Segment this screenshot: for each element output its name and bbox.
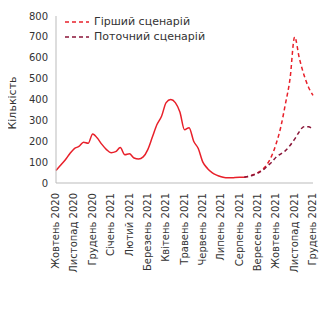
svg-text:500: 500 (29, 73, 48, 84)
svg-text:0: 0 (42, 178, 48, 189)
svg-text:300: 300 (29, 115, 48, 126)
svg-text:Грудень 2020: Грудень 2020 (87, 193, 98, 266)
svg-text:Листопад 2020: Листопад 2020 (68, 193, 79, 273)
svg-text:800: 800 (29, 11, 48, 22)
svg-text:200: 200 (29, 136, 48, 147)
svg-text:Листопад 2021: Листопад 2021 (289, 193, 300, 273)
svg-text:Вересень 2021: Вересень 2021 (252, 193, 263, 271)
svg-text:Жовтень 2020: Жовтень 2020 (50, 193, 61, 269)
svg-text:Липень 2021: Липень 2021 (215, 193, 226, 261)
svg-text:Травень 2021: Травень 2021 (179, 193, 190, 266)
svg-text:Квітень 2021: Квітень 2021 (160, 193, 171, 262)
svg-text:100: 100 (29, 157, 48, 168)
svg-text:Жовтень 2021: Жовтень 2021 (270, 193, 281, 269)
svg-text:Кількість: Кількість (8, 76, 19, 129)
svg-text:Березень 2021: Березень 2021 (142, 193, 153, 271)
html-text:Гірший сценарій: Гірший сценарій (94, 15, 190, 28)
svg-text:600: 600 (29, 52, 48, 63)
svg-text:700: 700 (29, 31, 48, 42)
svg-text:Грудень 2021: Грудень 2021 (307, 193, 318, 266)
svg-text:400: 400 (29, 94, 48, 105)
svg-text:Лютий 2021: Лютий 2021 (124, 193, 135, 256)
svg-text:Серпень 2021: Серпень 2021 (234, 193, 245, 266)
svg-text:Червень 2021: Червень 2021 (197, 193, 208, 265)
svg-text:Січень 2021: Січень 2021 (105, 193, 116, 256)
html-text:Поточний сценарій: Поточний сценарій (94, 30, 206, 43)
